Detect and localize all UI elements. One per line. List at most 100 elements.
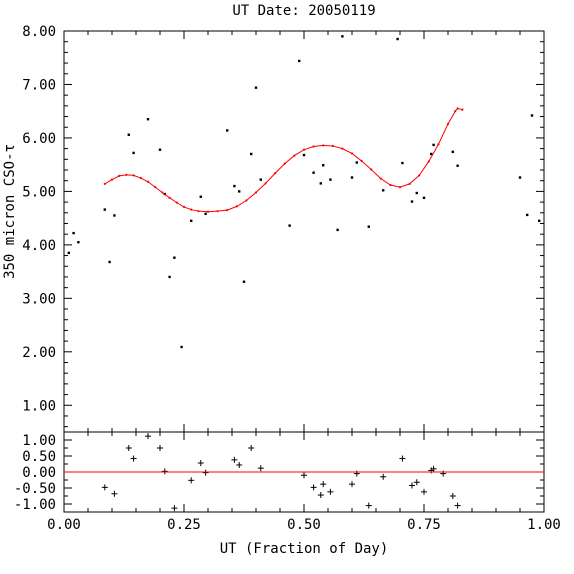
fit-point [274,172,277,175]
main-plot: 1.00 2.00 3.00 4.00 5.00 6.00 7.00 8.00 350 micr… [2,24,545,433]
data-point [432,143,435,147]
data-point [341,35,344,38]
fit-point [206,210,210,213]
data-point [367,225,370,228]
fit-point [235,205,238,208]
fit-point [398,186,402,189]
fit-point [245,199,248,202]
y-tick-label: 8.00 [22,24,56,40]
data-point [456,164,459,167]
fit-point [408,182,411,186]
data-point [322,164,325,167]
x-axis-label: UT (Fraction of Day) [220,541,389,557]
residual-point [421,488,427,495]
data-point [298,59,301,63]
residual-point [171,505,178,512]
residual-point [454,502,461,509]
chart-title: UT Date: 20050119 [232,3,375,19]
residual-point [365,502,372,509]
data-point [350,176,354,179]
y-tick-label: -1.00 [14,497,56,513]
residual-point [231,456,238,463]
fit-point [293,154,296,157]
residual-point [327,488,334,495]
fit-point [146,180,150,183]
x-tick-label: 0.00 [47,517,81,533]
data-point [180,345,183,349]
residual-point [145,433,151,440]
data-point [302,153,306,157]
fit-point [446,122,450,126]
data-point [526,213,529,217]
data-point [382,189,385,192]
data-point [410,200,414,203]
y-tick-label: 2.00 [22,345,56,361]
plot-frame [63,30,545,433]
y-tick-label: 4.00 [22,238,56,254]
residual-point [413,479,420,486]
residual-point [449,493,456,499]
residual-point [380,473,387,480]
residual-point [317,492,324,499]
x-tick-label: 0.25 [167,517,201,533]
data-point [226,129,229,132]
residual-point [130,455,137,462]
fit-point [370,168,373,171]
fit-point [461,108,464,111]
residual-point [101,484,108,491]
data-point [72,231,75,235]
data-point [158,148,162,151]
x-tick-label: 0.75 [407,517,441,533]
fit-point [216,210,219,213]
residual-point [202,469,209,476]
fit-point [175,201,178,204]
fit-point [154,186,157,189]
y-tick-label: 1.00 [22,433,56,449]
residual-point [409,482,415,489]
data-point [242,280,246,283]
residual-point [248,445,255,451]
data-point [538,219,541,223]
fit-point [456,107,459,110]
fit-point [226,209,229,212]
y-tick-label: 7.00 [22,77,56,93]
fit-point [331,144,334,148]
fit-point [341,147,344,150]
fit-point [379,177,382,180]
fit-point [389,183,392,187]
residual-point [111,490,118,497]
y-axis-label: 350 micron CSO-τ [2,144,18,279]
data-point [233,184,236,188]
data-point [518,176,522,179]
data-point [254,86,258,89]
data-point [67,251,70,255]
data-point [132,151,135,155]
data-point [168,275,171,279]
y-tick-label: 1.00 [22,398,56,414]
data-point [199,195,202,198]
data-point [329,178,332,181]
data-point [288,224,291,227]
data-point [451,150,454,154]
fit-point [360,159,363,163]
residual-point [188,477,195,484]
fit-point [264,182,267,185]
data-point [190,219,193,223]
residual-point [197,460,204,467]
fit-point [427,160,430,163]
residual-point [236,461,243,468]
x-tick-label: 1.00 [527,517,561,533]
data-point [355,161,358,164]
data-point [108,260,111,264]
residual-point [301,472,307,479]
residual-point [157,445,163,451]
fit-point [132,174,135,177]
fit-point [454,110,457,113]
y-tick-label: -0.50 [14,481,56,497]
fit-point [254,191,258,194]
fit-point [161,191,164,194]
fit-point [182,205,186,209]
residual-point [320,481,327,488]
fit-point [322,144,325,147]
